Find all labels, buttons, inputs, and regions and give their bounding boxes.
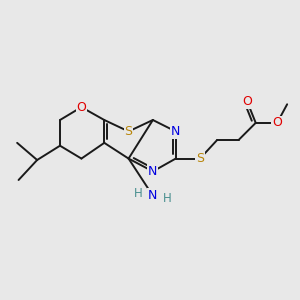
Text: N: N: [171, 125, 180, 138]
Text: H: H: [163, 192, 172, 205]
Text: O: O: [272, 116, 282, 129]
Text: O: O: [76, 100, 86, 114]
Text: H: H: [134, 187, 142, 200]
Text: O: O: [242, 95, 252, 108]
Text: S: S: [124, 125, 133, 138]
Text: N: N: [148, 165, 158, 178]
Text: S: S: [196, 152, 204, 165]
Text: N: N: [148, 189, 158, 202]
